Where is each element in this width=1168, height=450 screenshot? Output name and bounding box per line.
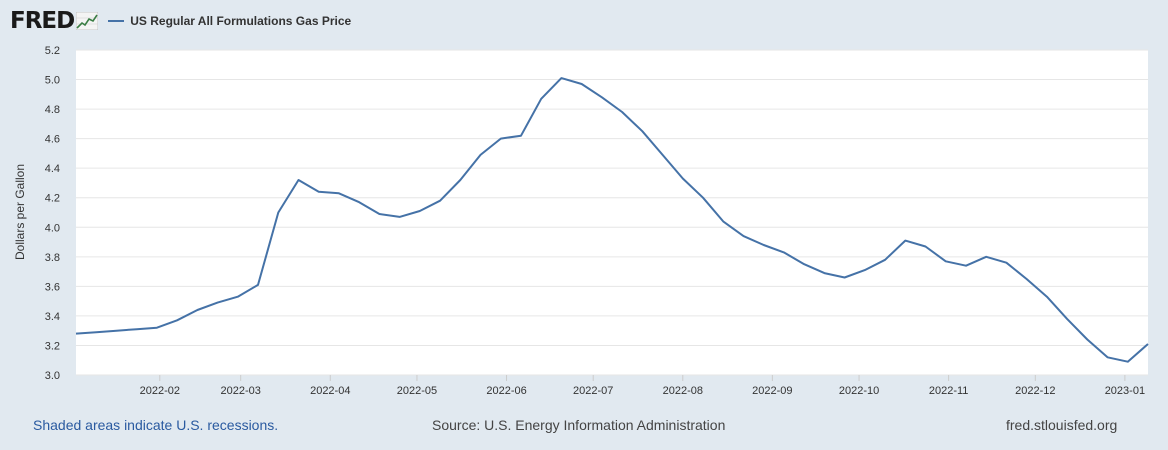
- data-point[interactable]: [943, 258, 949, 264]
- data-point[interactable]: [842, 275, 848, 281]
- data-point[interactable]: [558, 75, 564, 81]
- data-point[interactable]: [518, 133, 524, 139]
- x-tick-label: 2023-01: [1105, 385, 1145, 397]
- y-tick-label: 4.8: [45, 104, 60, 116]
- data-point[interactable]: [1003, 260, 1009, 266]
- data-point[interactable]: [720, 218, 726, 224]
- line-chart[interactable]: 3.0 3.2 3.4 3.6 3.8 4.0 4.2 4.4 4.6 4.8 5.0 5.2 202…: [0, 0, 1168, 410]
- data-point[interactable]: [1145, 341, 1151, 347]
- data-point[interactable]: [154, 325, 160, 331]
- plot-area: [76, 50, 1148, 375]
- data-point[interactable]: [902, 238, 908, 244]
- series-line[interactable]: [75, 77, 1149, 363]
- y-tick-label: 4.6: [45, 134, 60, 146]
- data-point[interactable]: [437, 198, 443, 204]
- y-tick-label: 3.0: [45, 370, 60, 382]
- fred-trend-icon[interactable]: [76, 12, 99, 30]
- data-point[interactable]: [1024, 276, 1030, 282]
- data-point[interactable]: [134, 326, 140, 332]
- y-tick-label: 4.0: [45, 222, 60, 234]
- source-note: Source: U.S. Energy Information Administ…: [432, 417, 726, 433]
- x-tick-label: 2022-04: [310, 385, 350, 397]
- data-point[interactable]: [255, 282, 261, 288]
- x-tick-label: 2022-06: [486, 385, 526, 397]
- fred-logo[interactable]: FRED: [10, 8, 75, 34]
- data-point[interactable]: [923, 243, 929, 249]
- data-point[interactable]: [235, 294, 241, 300]
- x-axis-ticks: 2022-02 2022-03 2022-04 2022-05 2022-06 2022-…: [140, 375, 1145, 397]
- data-point[interactable]: [599, 94, 605, 100]
- x-tick-label: 2022-12: [1015, 385, 1055, 397]
- y-tick-label: 3.4: [45, 311, 60, 323]
- data-point[interactable]: [1064, 316, 1070, 322]
- data-point[interactable]: [1084, 337, 1090, 343]
- recessions-note[interactable]: Shaded areas indicate U.S. recessions.: [33, 417, 279, 433]
- data-point[interactable]: [174, 317, 180, 323]
- data-point[interactable]: [478, 152, 484, 158]
- data-point[interactable]: [660, 152, 666, 158]
- y-axis-label: Dollars per Gallon: [13, 164, 27, 260]
- data-point[interactable]: [1125, 359, 1131, 365]
- data-point[interactable]: [1044, 294, 1050, 300]
- data-point[interactable]: [801, 261, 807, 267]
- data-point[interactable]: [761, 242, 767, 248]
- data-point[interactable]: [275, 210, 281, 216]
- data-point[interactable]: [963, 263, 969, 269]
- data-point[interactable]: [498, 136, 504, 142]
- legend-label: US Regular All Formulations Gas Price: [130, 14, 352, 28]
- data-point[interactable]: [457, 177, 463, 183]
- data-point[interactable]: [639, 128, 645, 134]
- legend[interactable]: US Regular All Formulations Gas Price: [108, 14, 351, 28]
- y-tick-label: 3.2: [45, 340, 60, 352]
- x-tick-label: 2022-07: [573, 385, 613, 397]
- x-tick-label: 2022-03: [221, 385, 261, 397]
- data-point[interactable]: [417, 208, 423, 214]
- data-point[interactable]: [194, 307, 200, 313]
- data-point[interactable]: [336, 190, 342, 196]
- chart-header: FRED US Regular All Formulations Gas Pri…: [10, 6, 351, 36]
- data-point[interactable]: [781, 249, 787, 255]
- y-tick-label: 3.8: [45, 252, 60, 264]
- x-tick-label: 2022-02: [140, 385, 180, 397]
- data-point[interactable]: [93, 329, 99, 335]
- data-point[interactable]: [356, 199, 362, 205]
- data-point[interactable]: [1105, 354, 1111, 360]
- data-point[interactable]: [316, 189, 322, 195]
- data-point[interactable]: [862, 267, 868, 273]
- data-point[interactable]: [376, 211, 382, 217]
- x-tick-label: 2022-10: [839, 385, 879, 397]
- legend-line-swatch: [108, 20, 125, 22]
- data-point[interactable]: [740, 233, 746, 239]
- site-url[interactable]: fred.stlouisfed.org: [1006, 417, 1118, 433]
- data-point[interactable]: [619, 109, 625, 115]
- x-tick-label: 2022-11: [929, 385, 969, 397]
- y-tick-label: 4.4: [45, 163, 60, 175]
- data-point[interactable]: [295, 177, 301, 183]
- data-point[interactable]: [680, 176, 686, 182]
- x-tick-label: 2022-08: [663, 385, 703, 397]
- y-axis-ticks: 3.0 3.2 3.4 3.6 3.8 4.0 4.2 4.4 4.6 4.8 5.0 5.2: [45, 45, 60, 382]
- data-point[interactable]: [821, 270, 827, 276]
- data-point[interactable]: [882, 257, 888, 263]
- x-tick-label: 2022-05: [397, 385, 437, 397]
- data-point[interactable]: [73, 331, 79, 337]
- data-point[interactable]: [215, 300, 221, 306]
- y-tick-label: 5.2: [45, 45, 60, 57]
- x-tick-label: 2022-09: [752, 385, 792, 397]
- y-tick-label: 4.2: [45, 193, 60, 205]
- data-point[interactable]: [983, 254, 989, 260]
- data-point[interactable]: [700, 195, 706, 201]
- data-point[interactable]: [579, 81, 585, 87]
- data-point[interactable]: [538, 96, 544, 102]
- data-point[interactable]: [113, 328, 119, 334]
- y-tick-label: 3.6: [45, 281, 60, 293]
- data-point[interactable]: [397, 214, 403, 220]
- y-tick-label: 5.0: [45, 75, 60, 87]
